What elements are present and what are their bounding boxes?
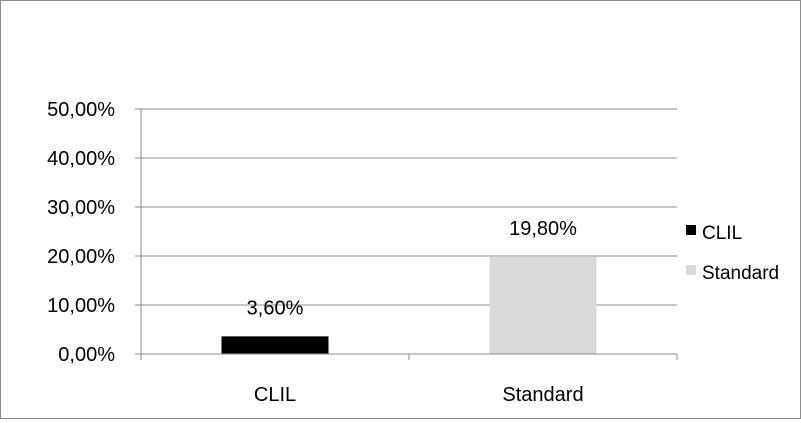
data-label: 3,60%: [247, 297, 304, 319]
bars: [221, 256, 597, 354]
legend-swatch: [686, 265, 696, 275]
x-category-labels: CLIL Standard: [254, 384, 584, 406]
legend-label: Standard: [702, 263, 779, 284]
x-category-label: Standard: [502, 384, 583, 406]
y-tick-labels: 0,00% 10,00% 20,00% 30,00% 40,00% 50,00%: [47, 99, 115, 366]
bar-clil: [221, 336, 329, 354]
y-tick-label: 40,00%: [47, 148, 115, 170]
gridlines: [141, 108, 677, 306]
data-label: 19,80%: [509, 218, 577, 240]
legend-label: CLIL: [702, 223, 742, 244]
legend: CLIL Standard: [686, 223, 779, 284]
data-labels: 3,60% 19,80%: [247, 218, 577, 319]
y-tick-label: 50,00%: [47, 99, 115, 121]
y-tick-label: 10,00%: [47, 295, 115, 317]
bar-standard: [489, 256, 597, 354]
legend-swatch: [686, 225, 696, 235]
y-tick-label: 0,00%: [58, 344, 115, 366]
x-category-label: CLIL: [254, 384, 296, 406]
y-tick-label: 20,00%: [47, 246, 115, 268]
y-tick-label: 30,00%: [47, 197, 115, 219]
axes: [135, 108, 678, 360]
